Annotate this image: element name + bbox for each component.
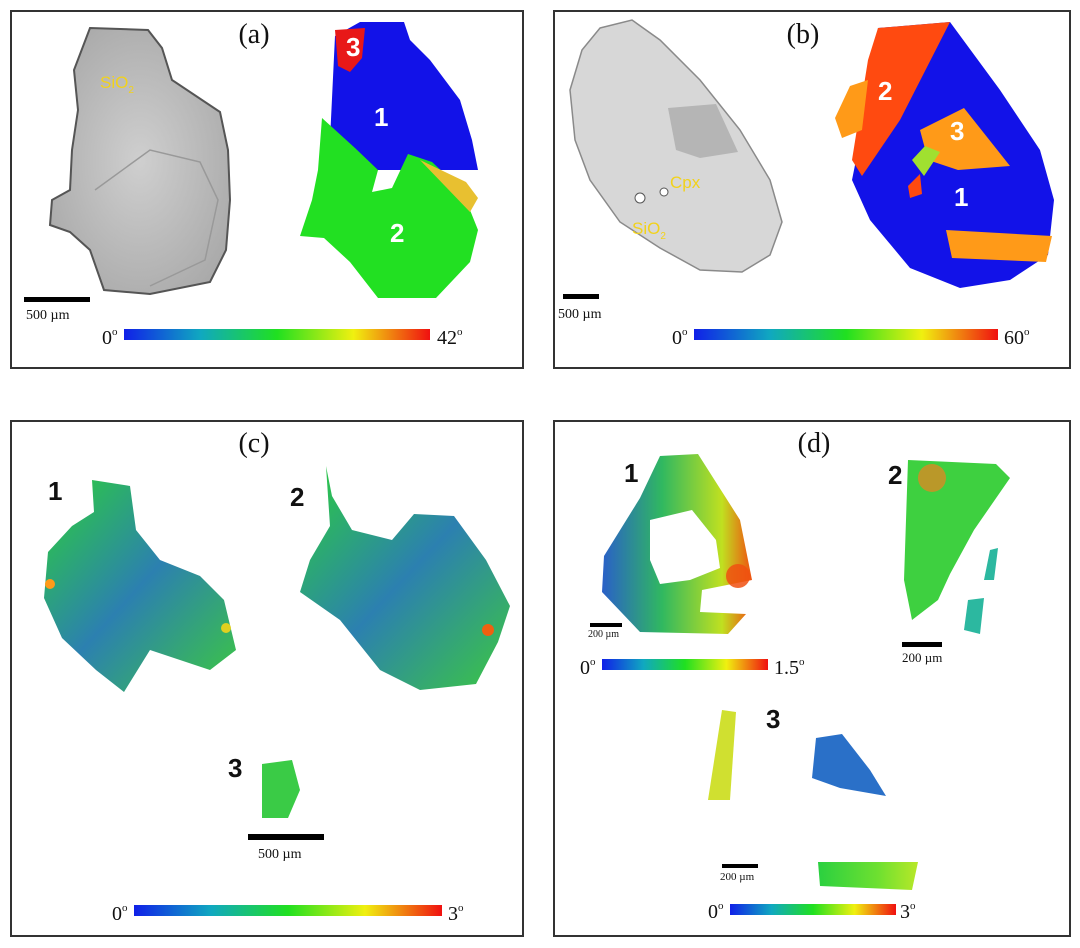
grain-b-strip-bottom — [946, 230, 1052, 262]
grain-c-number-1: 1 — [48, 476, 62, 506]
grain-a-number-3: 3 — [346, 32, 360, 62]
panel-d-scale-label-1: 200 µm — [588, 629, 619, 640]
grain-a-boundary — [94, 149, 219, 287]
grain-d-number-3: 3 — [766, 704, 780, 734]
grain-c-1-spot-2 — [221, 623, 231, 633]
grain-b-region-3 — [920, 108, 1010, 170]
grain-d-2 — [904, 460, 1010, 620]
grain-b-inclusion — [668, 104, 738, 158]
panel-a-sio2-label: SiO2 — [100, 73, 134, 96]
grain-d-3-piece-3 — [818, 862, 918, 890]
grain-d-number-1: 1 — [624, 458, 638, 488]
grain-b-number-2: 2 — [878, 76, 892, 106]
grain-a-region-3 — [335, 28, 365, 72]
panel-b-colorbar — [694, 329, 998, 340]
panel-b-scalebar — [563, 294, 599, 299]
panel-c-colorbar — [134, 905, 442, 916]
panel-c-label: (c) — [238, 428, 269, 459]
panel-d-colorbar-1 — [602, 659, 768, 670]
grain-a-number-1: 1 — [374, 102, 388, 132]
panel-a-bar-min: 0o — [102, 326, 118, 349]
panel-a-label: (a) — [238, 19, 269, 50]
panel-d-label: (d) — [798, 428, 831, 459]
panel-d-bar1-min: 0o — [580, 656, 596, 679]
panel-a-bar-max: 42o — [437, 326, 463, 349]
panel-d-bar2-max: 3o — [900, 900, 916, 923]
panel-d-scale-label-3: 200 µm — [720, 871, 755, 883]
grain-b-pore-1 — [634, 192, 646, 204]
grain-d-2-fragment-1 — [984, 548, 998, 580]
panel-a-frame — [10, 10, 524, 369]
panel-b-bar-max: 60o — [1004, 326, 1030, 349]
panel-a-scale-label: 500 µm — [26, 308, 70, 323]
grain-d-1-hotspot — [726, 564, 750, 588]
grain-c-1 — [44, 480, 236, 692]
panel-c-bar-min: 0o — [112, 902, 128, 925]
panel-a-scalebar — [24, 297, 90, 302]
grain-d-2-fragment-2 — [964, 598, 984, 634]
grain-b-pore-2 — [659, 187, 669, 197]
panel-b-sio2-label: SiO2 — [632, 219, 666, 242]
panel-d-colorbar-2 — [730, 904, 896, 915]
grain-d-3-piece-2 — [812, 734, 886, 796]
grain-c-2 — [300, 466, 510, 690]
grain-b-strip-left — [835, 80, 868, 138]
panel-c-scale-label: 500 µm — [258, 847, 302, 862]
grain-a-number-2: 2 — [390, 218, 404, 248]
grain-d-number-2: 2 — [888, 460, 902, 490]
panel-d-bar2-min: 0o — [708, 900, 724, 923]
grain-a-region-1 — [330, 22, 478, 170]
grain-c-2-spot — [482, 624, 494, 636]
panel-d-frame — [553, 420, 1071, 937]
panel-b-scale-label: 500 µm — [558, 307, 602, 322]
grain-a-sliver — [420, 160, 478, 212]
panel-c-scalebar — [248, 834, 324, 840]
grain-d-3-piece-1 — [708, 710, 736, 800]
grain-b-region-2 — [852, 22, 950, 176]
panel-b-label: (b) — [787, 19, 820, 50]
grain-b-sliver-green — [912, 146, 940, 176]
panel-c-frame — [10, 420, 524, 937]
panel-d-scalebar-3 — [722, 864, 758, 868]
grain-c-number-3: 3 — [228, 753, 242, 783]
grain-a-grayscale — [48, 26, 232, 296]
panel-b-cpx-label: Cpx — [670, 173, 701, 192]
grain-c-3 — [262, 760, 300, 818]
panel-d-scalebar-2 — [902, 642, 942, 647]
grain-c-number-2: 2 — [290, 482, 304, 512]
grain-d-2-hotspot — [918, 464, 946, 492]
grain-b-sliver-red — [908, 174, 922, 198]
grain-b-number-3: 3 — [950, 116, 964, 146]
grain-d-1-hole — [650, 510, 720, 584]
panel-c-bar-max: 3o — [448, 902, 464, 925]
panel-b-frame — [553, 10, 1071, 369]
panel-a-colorbar — [124, 329, 430, 340]
grain-b-number-1: 1 — [954, 182, 968, 212]
grain-a-region-2 — [300, 118, 478, 298]
panel-d-bar1-max: 1.5o — [774, 656, 805, 679]
panel-d-scale-label-2: 200 µm — [902, 650, 942, 665]
panel-d-scalebar-1 — [590, 623, 622, 627]
grain-c-1-spot-1 — [45, 579, 55, 589]
panel-b-bar-min: 0o — [672, 326, 688, 349]
